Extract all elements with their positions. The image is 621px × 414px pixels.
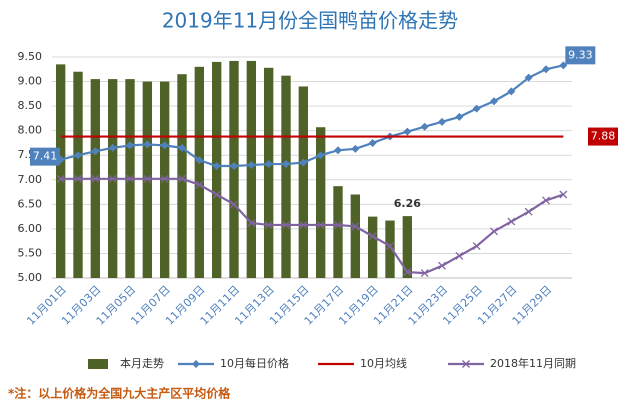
point — [507, 217, 516, 226]
point — [524, 73, 533, 82]
y-tick-label: 9.00 — [18, 75, 43, 88]
point — [108, 143, 117, 152]
point — [230, 162, 238, 171]
point — [490, 97, 498, 106]
point — [299, 221, 308, 229]
point — [507, 87, 516, 96]
point — [247, 161, 256, 170]
data-label-box — [565, 46, 596, 65]
point — [264, 160, 273, 169]
point — [334, 221, 342, 229]
point — [195, 156, 204, 165]
point — [108, 174, 117, 183]
data-label: 7.41 — [33, 150, 58, 163]
legend-label: 10月每日价格 — [220, 356, 289, 370]
point — [56, 174, 65, 183]
legend-swatch — [88, 359, 108, 369]
point — [316, 151, 325, 160]
point — [247, 219, 256, 227]
bar — [177, 74, 187, 278]
point — [91, 147, 100, 156]
point — [542, 196, 550, 205]
y-tick-label: 9.50 — [18, 50, 43, 63]
point — [212, 162, 221, 171]
point — [420, 269, 429, 278]
bar — [73, 71, 83, 278]
point — [299, 158, 308, 167]
point — [559, 61, 568, 70]
point — [368, 138, 377, 147]
point — [490, 227, 498, 236]
point — [455, 251, 464, 260]
bar — [298, 86, 309, 278]
y-tick-label: 7.00 — [18, 173, 43, 186]
point — [282, 221, 290, 229]
point — [195, 180, 204, 189]
bar — [246, 60, 257, 278]
bar — [194, 66, 205, 278]
point — [472, 104, 481, 113]
point — [160, 174, 169, 183]
point — [386, 242, 394, 251]
point — [143, 140, 152, 149]
point — [178, 143, 186, 152]
data-label-box — [30, 147, 60, 166]
point — [143, 174, 152, 183]
data-label-box — [588, 127, 618, 146]
y-tick-label: 5.00 — [18, 271, 43, 284]
point — [351, 222, 360, 231]
data-label: 9.33 — [568, 48, 593, 61]
point — [74, 174, 82, 183]
bar — [281, 75, 291, 278]
point — [264, 221, 273, 229]
bar — [315, 127, 326, 279]
point — [91, 174, 100, 183]
data-label: 7.88 — [591, 130, 616, 143]
point — [420, 122, 429, 131]
legend-label: 2018年11月同期 — [490, 356, 576, 370]
point — [368, 232, 377, 241]
y-tick-label: 8.50 — [18, 99, 43, 112]
y-tick-label: 6.50 — [18, 197, 43, 210]
legend-marker — [192, 360, 200, 368]
bar — [385, 220, 395, 278]
point — [351, 144, 360, 153]
point — [559, 190, 568, 199]
y-tick-label: 8.00 — [18, 124, 43, 137]
y-tick-label: 5.50 — [18, 246, 43, 259]
point — [160, 141, 169, 150]
bar — [263, 67, 274, 278]
point — [455, 112, 464, 121]
point — [282, 160, 290, 169]
point — [178, 174, 186, 183]
bar — [333, 186, 343, 278]
point — [74, 151, 82, 160]
point — [212, 190, 221, 199]
bar — [350, 194, 361, 278]
bar — [402, 216, 413, 278]
point — [126, 174, 134, 183]
point — [403, 127, 412, 136]
point — [230, 200, 238, 209]
point — [524, 207, 533, 216]
point — [316, 221, 325, 229]
point — [438, 117, 446, 126]
legend-label: 本月走势 — [120, 356, 164, 370]
footnote: *注：以上价格为全国九大主产区平均价格 — [8, 386, 231, 401]
point — [334, 146, 342, 155]
legend-label: 10月均线 — [360, 356, 407, 370]
point — [126, 141, 134, 150]
point — [542, 65, 550, 74]
bar — [55, 64, 66, 278]
point — [472, 242, 481, 251]
y-tick-label: 6.00 — [18, 222, 43, 235]
data-label: 6.26 — [394, 197, 421, 210]
legend-marker — [462, 360, 470, 368]
bar — [367, 216, 378, 278]
chart-title: 2019年11月份全国鸭苗价格走势 — [162, 9, 458, 33]
point — [438, 261, 446, 270]
point — [403, 268, 412, 277]
